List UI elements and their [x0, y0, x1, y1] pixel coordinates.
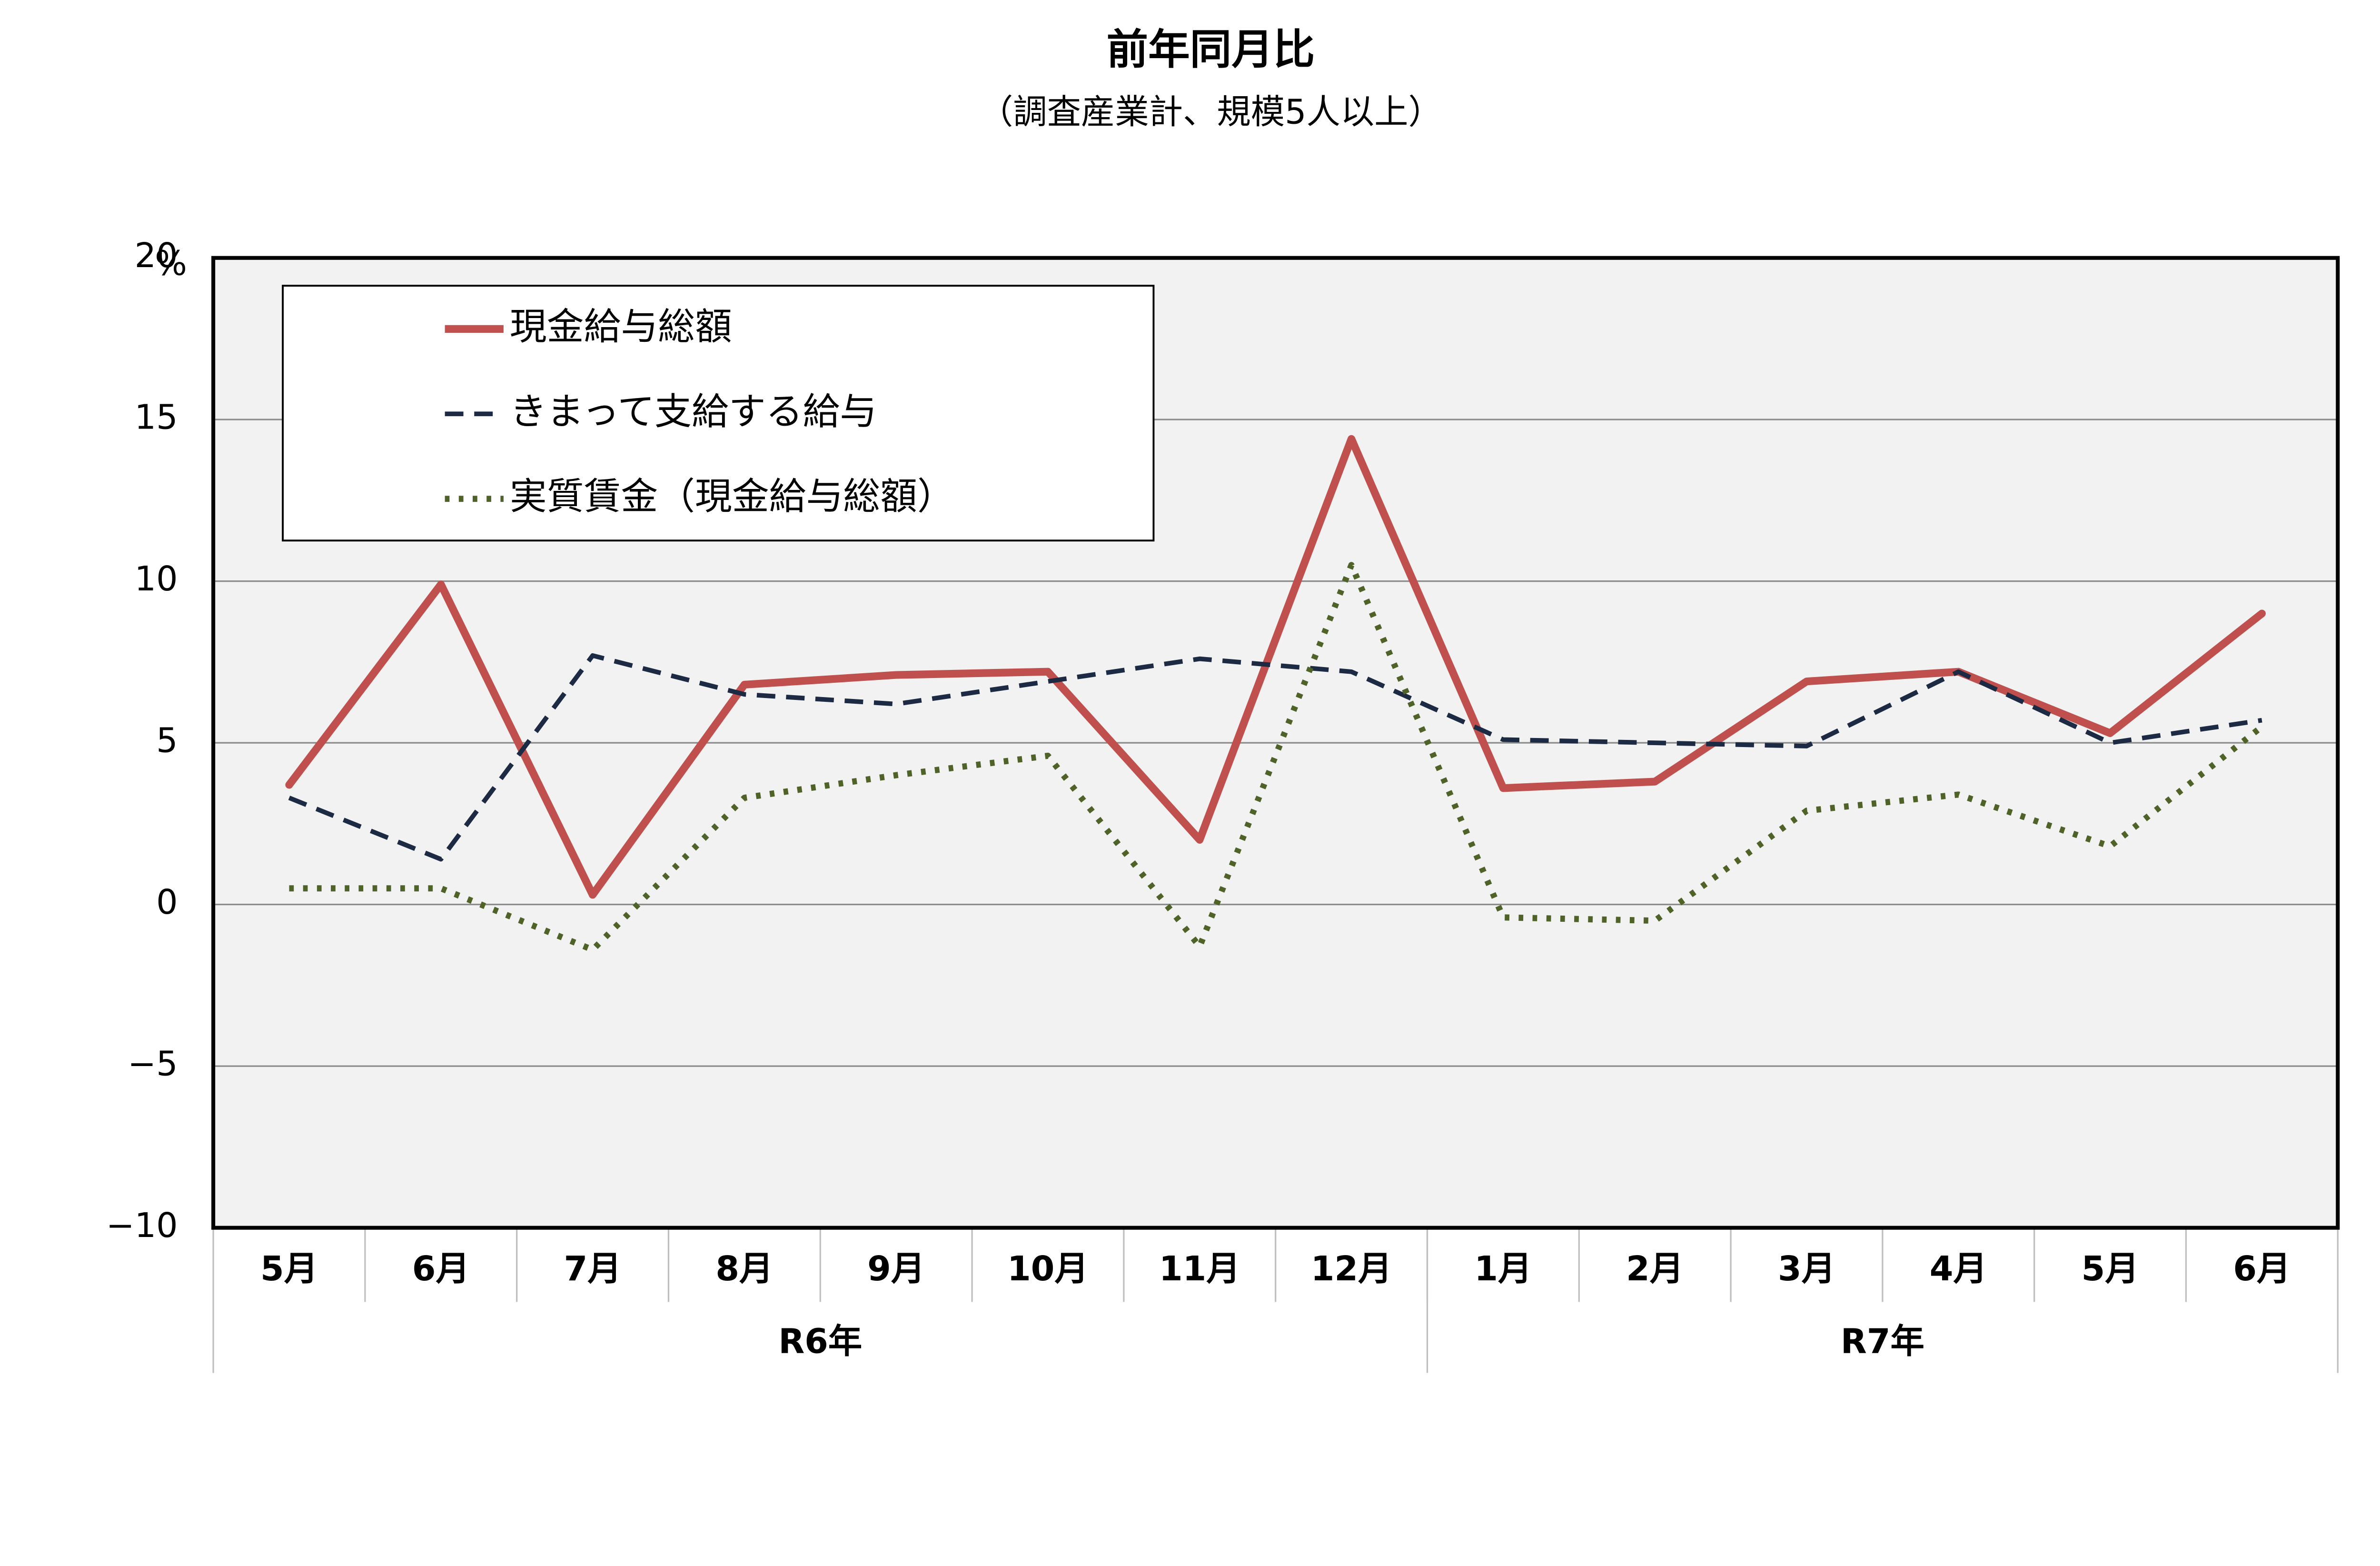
x-tick-label: 3月 — [1778, 1249, 1835, 1288]
y-tick-label: −10 — [106, 1206, 178, 1245]
y-tick-label: 0 — [156, 882, 178, 922]
legend-label: きまって支給する給与 — [510, 390, 877, 433]
chart-title: 前年同月比 — [1107, 25, 1315, 74]
x-tick-label: 4月 — [1930, 1249, 1987, 1288]
x-tick-label: 12月 — [1311, 1249, 1392, 1288]
series-line — [288, 653, 2262, 862]
x-tick-label: 10月 — [1007, 1249, 1089, 1288]
x-tick-label: 6月 — [2233, 1249, 2291, 1288]
group-label: R6年 — [778, 1321, 862, 1361]
series-line — [285, 435, 2266, 899]
group-label: R7年 — [1841, 1321, 1924, 1361]
x-tick-label: 11月 — [1159, 1249, 1240, 1288]
x-tick-label: 8月 — [715, 1249, 773, 1288]
x-tick-label: 6月 — [412, 1249, 470, 1288]
y-tick-label: 20 — [135, 236, 178, 275]
y-tick-label: 5 — [156, 721, 178, 760]
y-tick-label: −5 — [128, 1044, 178, 1084]
legend-box — [282, 285, 1155, 542]
x-tick-label: 5月 — [260, 1249, 318, 1288]
x-tick-label: 5月 — [2082, 1249, 2139, 1288]
y-tick-label: 10 — [135, 559, 178, 598]
x-tick-label: 7月 — [564, 1249, 622, 1288]
x-tick-label: 2月 — [1626, 1249, 1684, 1288]
x-tick-label: 1月 — [1474, 1249, 1532, 1288]
chart-subtitle: （調査産業計、規模5人以上） — [979, 92, 1442, 132]
x-tick-label: 9月 — [867, 1249, 925, 1288]
plot-border — [211, 256, 2340, 1230]
y-unit: % — [155, 243, 187, 283]
legend-label: 実質賃金（現金給与総額） — [510, 475, 954, 518]
legend-label: 現金給与総額 — [510, 305, 732, 348]
series-line — [289, 562, 2264, 953]
y-tick-label: 15 — [135, 398, 178, 437]
